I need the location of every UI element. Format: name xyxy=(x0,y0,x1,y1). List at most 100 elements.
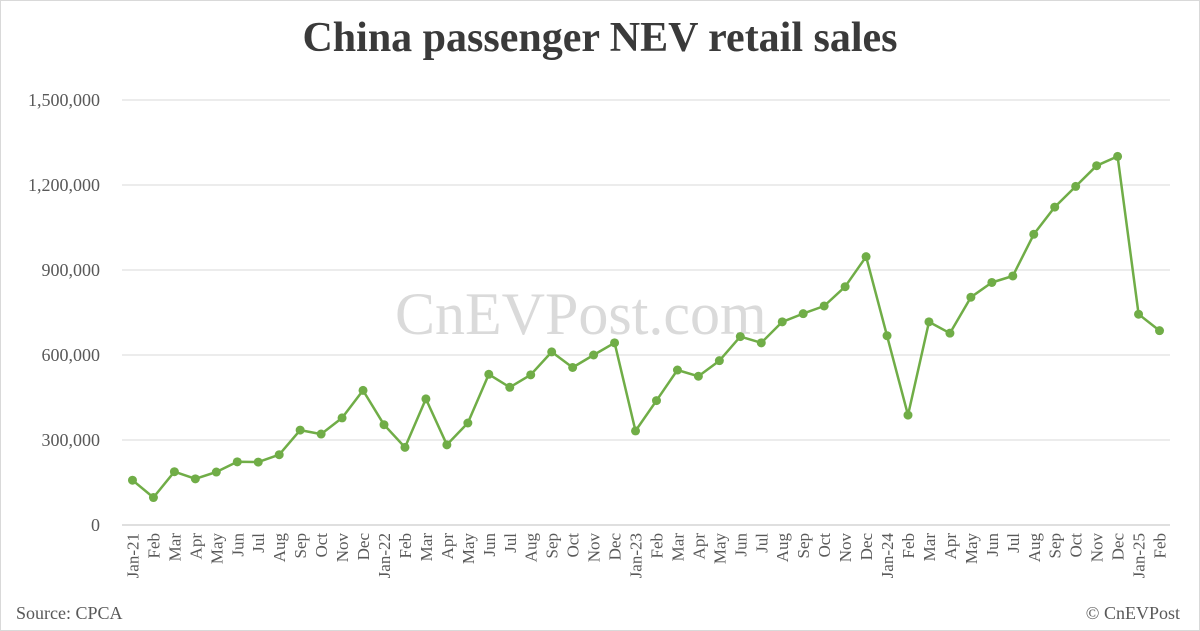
data-point xyxy=(610,338,620,348)
data-point xyxy=(966,292,976,302)
data-point xyxy=(1155,326,1165,336)
y-tick-label: 1,500,000 xyxy=(28,90,100,110)
data-point xyxy=(631,426,641,436)
x-tick-label: Jul xyxy=(501,533,520,553)
x-tick-label: Oct xyxy=(312,533,331,558)
data-point xyxy=(1029,229,1039,239)
data-point xyxy=(442,440,452,450)
data-point xyxy=(756,338,766,348)
data-point xyxy=(526,370,536,380)
x-tick-label: Jun xyxy=(983,533,1002,557)
data-point xyxy=(190,474,200,484)
x-tick-label: May xyxy=(710,533,729,565)
x-tick-label: Mar xyxy=(668,533,687,562)
x-tick-label: Feb xyxy=(396,533,415,559)
chart-title: China passenger NEV retail sales xyxy=(302,15,898,61)
x-tick-label: Feb xyxy=(899,533,918,559)
x-tick-label: Sep xyxy=(291,533,310,559)
source-note: Source: CPCA xyxy=(16,603,123,623)
data-point xyxy=(316,429,326,439)
data-point xyxy=(1134,309,1144,319)
x-tick-label: Aug xyxy=(1025,533,1044,563)
data-point xyxy=(463,418,473,428)
x-tick-label: Nov xyxy=(333,533,352,563)
y-tick-label: 600,000 xyxy=(42,345,101,365)
x-tick-label: Apr xyxy=(438,533,457,560)
data-point xyxy=(735,332,745,342)
data-point xyxy=(987,277,997,287)
data-point xyxy=(672,365,682,375)
x-tick-label: Apr xyxy=(186,533,205,560)
data-point xyxy=(127,475,137,485)
x-tick-label: Mar xyxy=(165,533,184,562)
data-point xyxy=(253,457,263,467)
x-tick-label: Dec xyxy=(857,533,876,561)
data-point xyxy=(421,394,431,404)
data-point xyxy=(924,317,934,327)
series-line xyxy=(131,155,1161,499)
data-point xyxy=(798,309,808,319)
x-tick-label: May xyxy=(459,533,478,565)
x-tick-label: May xyxy=(207,533,226,565)
x-tick-label: Jul xyxy=(1004,533,1023,553)
data-point xyxy=(1050,202,1060,212)
data-point xyxy=(484,369,494,379)
x-axis-tick-labels: Jan-21 Feb Mar Apr May Jun Jul Aug Sep Oct Nov Dec J… xyxy=(123,533,1169,579)
x-tick-label: Sep xyxy=(794,533,813,559)
x-tick-label: Jul xyxy=(752,533,771,553)
x-tick-label: Jan-22 xyxy=(375,533,394,578)
data-point xyxy=(274,450,284,460)
x-tick-label: Oct xyxy=(564,533,583,558)
x-tick-label: Jan-21 xyxy=(123,533,142,578)
x-tick-label: Aug xyxy=(773,533,792,563)
x-tick-label: Nov xyxy=(836,533,855,563)
x-tick-label: Aug xyxy=(270,533,289,563)
x-tick-label: Mar xyxy=(920,533,939,562)
data-point xyxy=(882,331,892,341)
data-point xyxy=(945,328,955,338)
x-tick-label: Nov xyxy=(1088,533,1107,563)
x-tick-label: May xyxy=(962,533,981,565)
data-point xyxy=(1092,161,1102,171)
x-tick-label: Nov xyxy=(585,533,604,563)
x-tick-label: Mar xyxy=(417,533,436,562)
x-tick-label: Jan-25 xyxy=(1130,533,1149,578)
x-tick-label: Sep xyxy=(543,533,562,559)
x-tick-label: Feb xyxy=(647,533,666,559)
x-tick-label: Feb xyxy=(144,533,163,559)
x-tick-label: Aug xyxy=(522,533,541,563)
x-tick-label: Oct xyxy=(815,533,834,558)
x-tick-label: Oct xyxy=(1067,533,1086,558)
data-point xyxy=(169,467,179,477)
data-point xyxy=(379,420,389,430)
x-tick-label: Jun xyxy=(228,533,247,557)
x-tick-label: Dec xyxy=(354,533,373,561)
x-tick-label: Jan-23 xyxy=(627,533,646,578)
x-tick-label: Dec xyxy=(1109,533,1128,561)
data-point xyxy=(777,317,787,327)
data-point xyxy=(568,362,578,372)
y-tick-label: 900,000 xyxy=(42,260,101,280)
data-point xyxy=(840,282,850,292)
x-tick-label: Feb xyxy=(1151,533,1170,559)
watermark: CnEVPost.com xyxy=(395,281,767,347)
x-tick-label: Dec xyxy=(606,533,625,561)
data-point xyxy=(651,396,661,406)
data-point xyxy=(819,301,829,311)
x-tick-label: Apr xyxy=(941,533,960,560)
data-point xyxy=(295,425,305,435)
data-point xyxy=(903,410,913,420)
gridlines xyxy=(122,99,1170,526)
y-tick-label: 300,000 xyxy=(42,430,101,450)
data-point xyxy=(232,457,242,467)
y-tick-label: 1,200,000 xyxy=(28,175,100,195)
x-tick-label: Jun xyxy=(480,533,499,557)
series-nev-sales xyxy=(127,151,1165,503)
data-point xyxy=(547,347,557,357)
data-point xyxy=(400,442,410,452)
data-point xyxy=(714,356,724,366)
x-tick-label: Jan-24 xyxy=(878,533,897,579)
x-tick-label: Apr xyxy=(689,533,708,560)
